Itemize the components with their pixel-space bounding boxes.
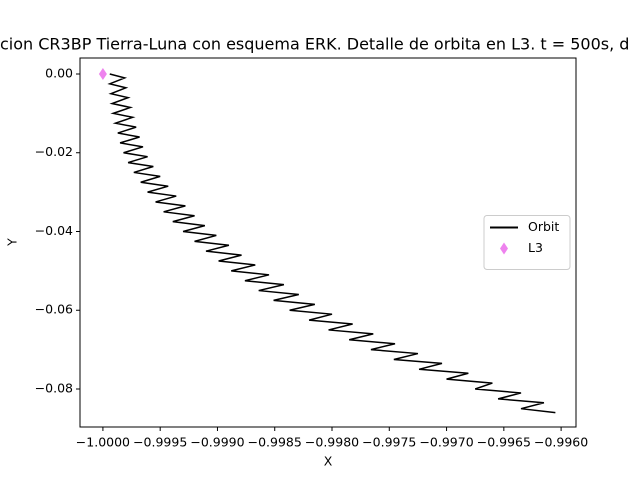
x-tick-label: −0.9965 xyxy=(477,435,531,450)
legend-marker xyxy=(500,242,508,255)
orbit-line xyxy=(107,73,556,414)
x-tick-label: −0.9995 xyxy=(133,435,187,450)
x-axis-label: X xyxy=(324,454,333,469)
y-tick-label: −0.04 xyxy=(35,223,73,238)
x-tick-label: −0.9980 xyxy=(305,435,359,450)
y-tick-label: −0.02 xyxy=(35,144,73,159)
chart-title: cion CR3BP Tierra-Luna con esquema ERK. … xyxy=(0,35,629,54)
x-tick-label: −1.0000 xyxy=(76,435,130,450)
point xyxy=(98,67,107,80)
y-tick-label: −0.08 xyxy=(35,381,73,396)
x-tick-label: −0.9990 xyxy=(190,435,244,450)
plot-frame xyxy=(79,57,577,428)
legend-label: L3 xyxy=(528,240,543,255)
legend-label: Orbit xyxy=(528,219,559,234)
legend-box xyxy=(483,215,571,270)
y-tick-label: 0.00 xyxy=(45,65,73,80)
y-tick-label: −0.06 xyxy=(35,302,73,317)
x-tick-label: −0.9960 xyxy=(534,435,588,450)
x-tick-label: −0.9975 xyxy=(362,435,416,450)
x-tick-label: −0.9970 xyxy=(419,435,473,450)
x-tick-label: −0.9985 xyxy=(248,435,302,450)
y-axis-label: Y xyxy=(5,238,20,247)
